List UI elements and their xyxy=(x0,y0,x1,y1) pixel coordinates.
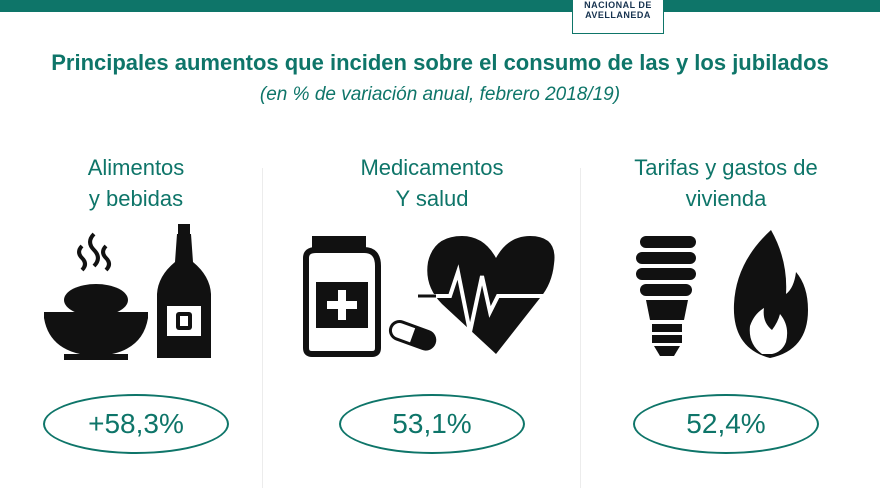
light-bulb-icon xyxy=(636,236,696,356)
logo-line-1: NACIONAL DE xyxy=(584,0,652,10)
medicine-jar-icon xyxy=(303,236,381,357)
university-logo: NACIONAL DE AVELLANEDA xyxy=(572,0,664,34)
food-icons xyxy=(44,224,211,360)
category-title-line-1: Alimentos xyxy=(87,155,185,180)
food-bowl-icon xyxy=(44,232,148,360)
category-title: Tarifas y gastos de vivienda xyxy=(596,152,856,214)
category-title-line-2: vivienda xyxy=(685,186,767,211)
pill-icon xyxy=(388,319,437,351)
value-badge: +58,3% xyxy=(43,394,229,454)
health-icons xyxy=(303,236,555,357)
column-divider xyxy=(262,168,263,488)
category-health: Medicamentos Y salud 53,1% xyxy=(302,152,562,454)
category-title-line-1: Medicamentos xyxy=(360,155,504,180)
top-bar xyxy=(0,0,880,12)
category-title-line-2: Y salud xyxy=(395,186,469,211)
heart-pulse-icon xyxy=(418,236,555,354)
value-badge: 53,1% xyxy=(339,394,525,454)
category-title: Medicamentos Y salud xyxy=(302,152,562,214)
page-subtitle: (en % de variación anual, febrero 2018/1… xyxy=(259,84,621,105)
column-divider xyxy=(580,168,581,488)
category-title-line-1: Tarifas y gastos de xyxy=(634,155,818,180)
category-title-line-2: y bebidas xyxy=(88,186,184,211)
housing-icons xyxy=(636,230,808,358)
category-title: Alimentos y bebidas xyxy=(6,152,266,214)
category-food: Alimentos y bebidas +58,3% xyxy=(6,152,266,454)
category-housing: Tarifas y gastos de vivienda 52,4% xyxy=(596,152,856,454)
value-badge: 52,4% xyxy=(633,394,819,454)
page-title: Principales aumentos que inciden sobre e… xyxy=(51,50,829,75)
flame-icon xyxy=(733,230,808,358)
bottle-icon xyxy=(157,224,211,358)
logo-line-2: AVELLANEDA xyxy=(585,10,651,20)
